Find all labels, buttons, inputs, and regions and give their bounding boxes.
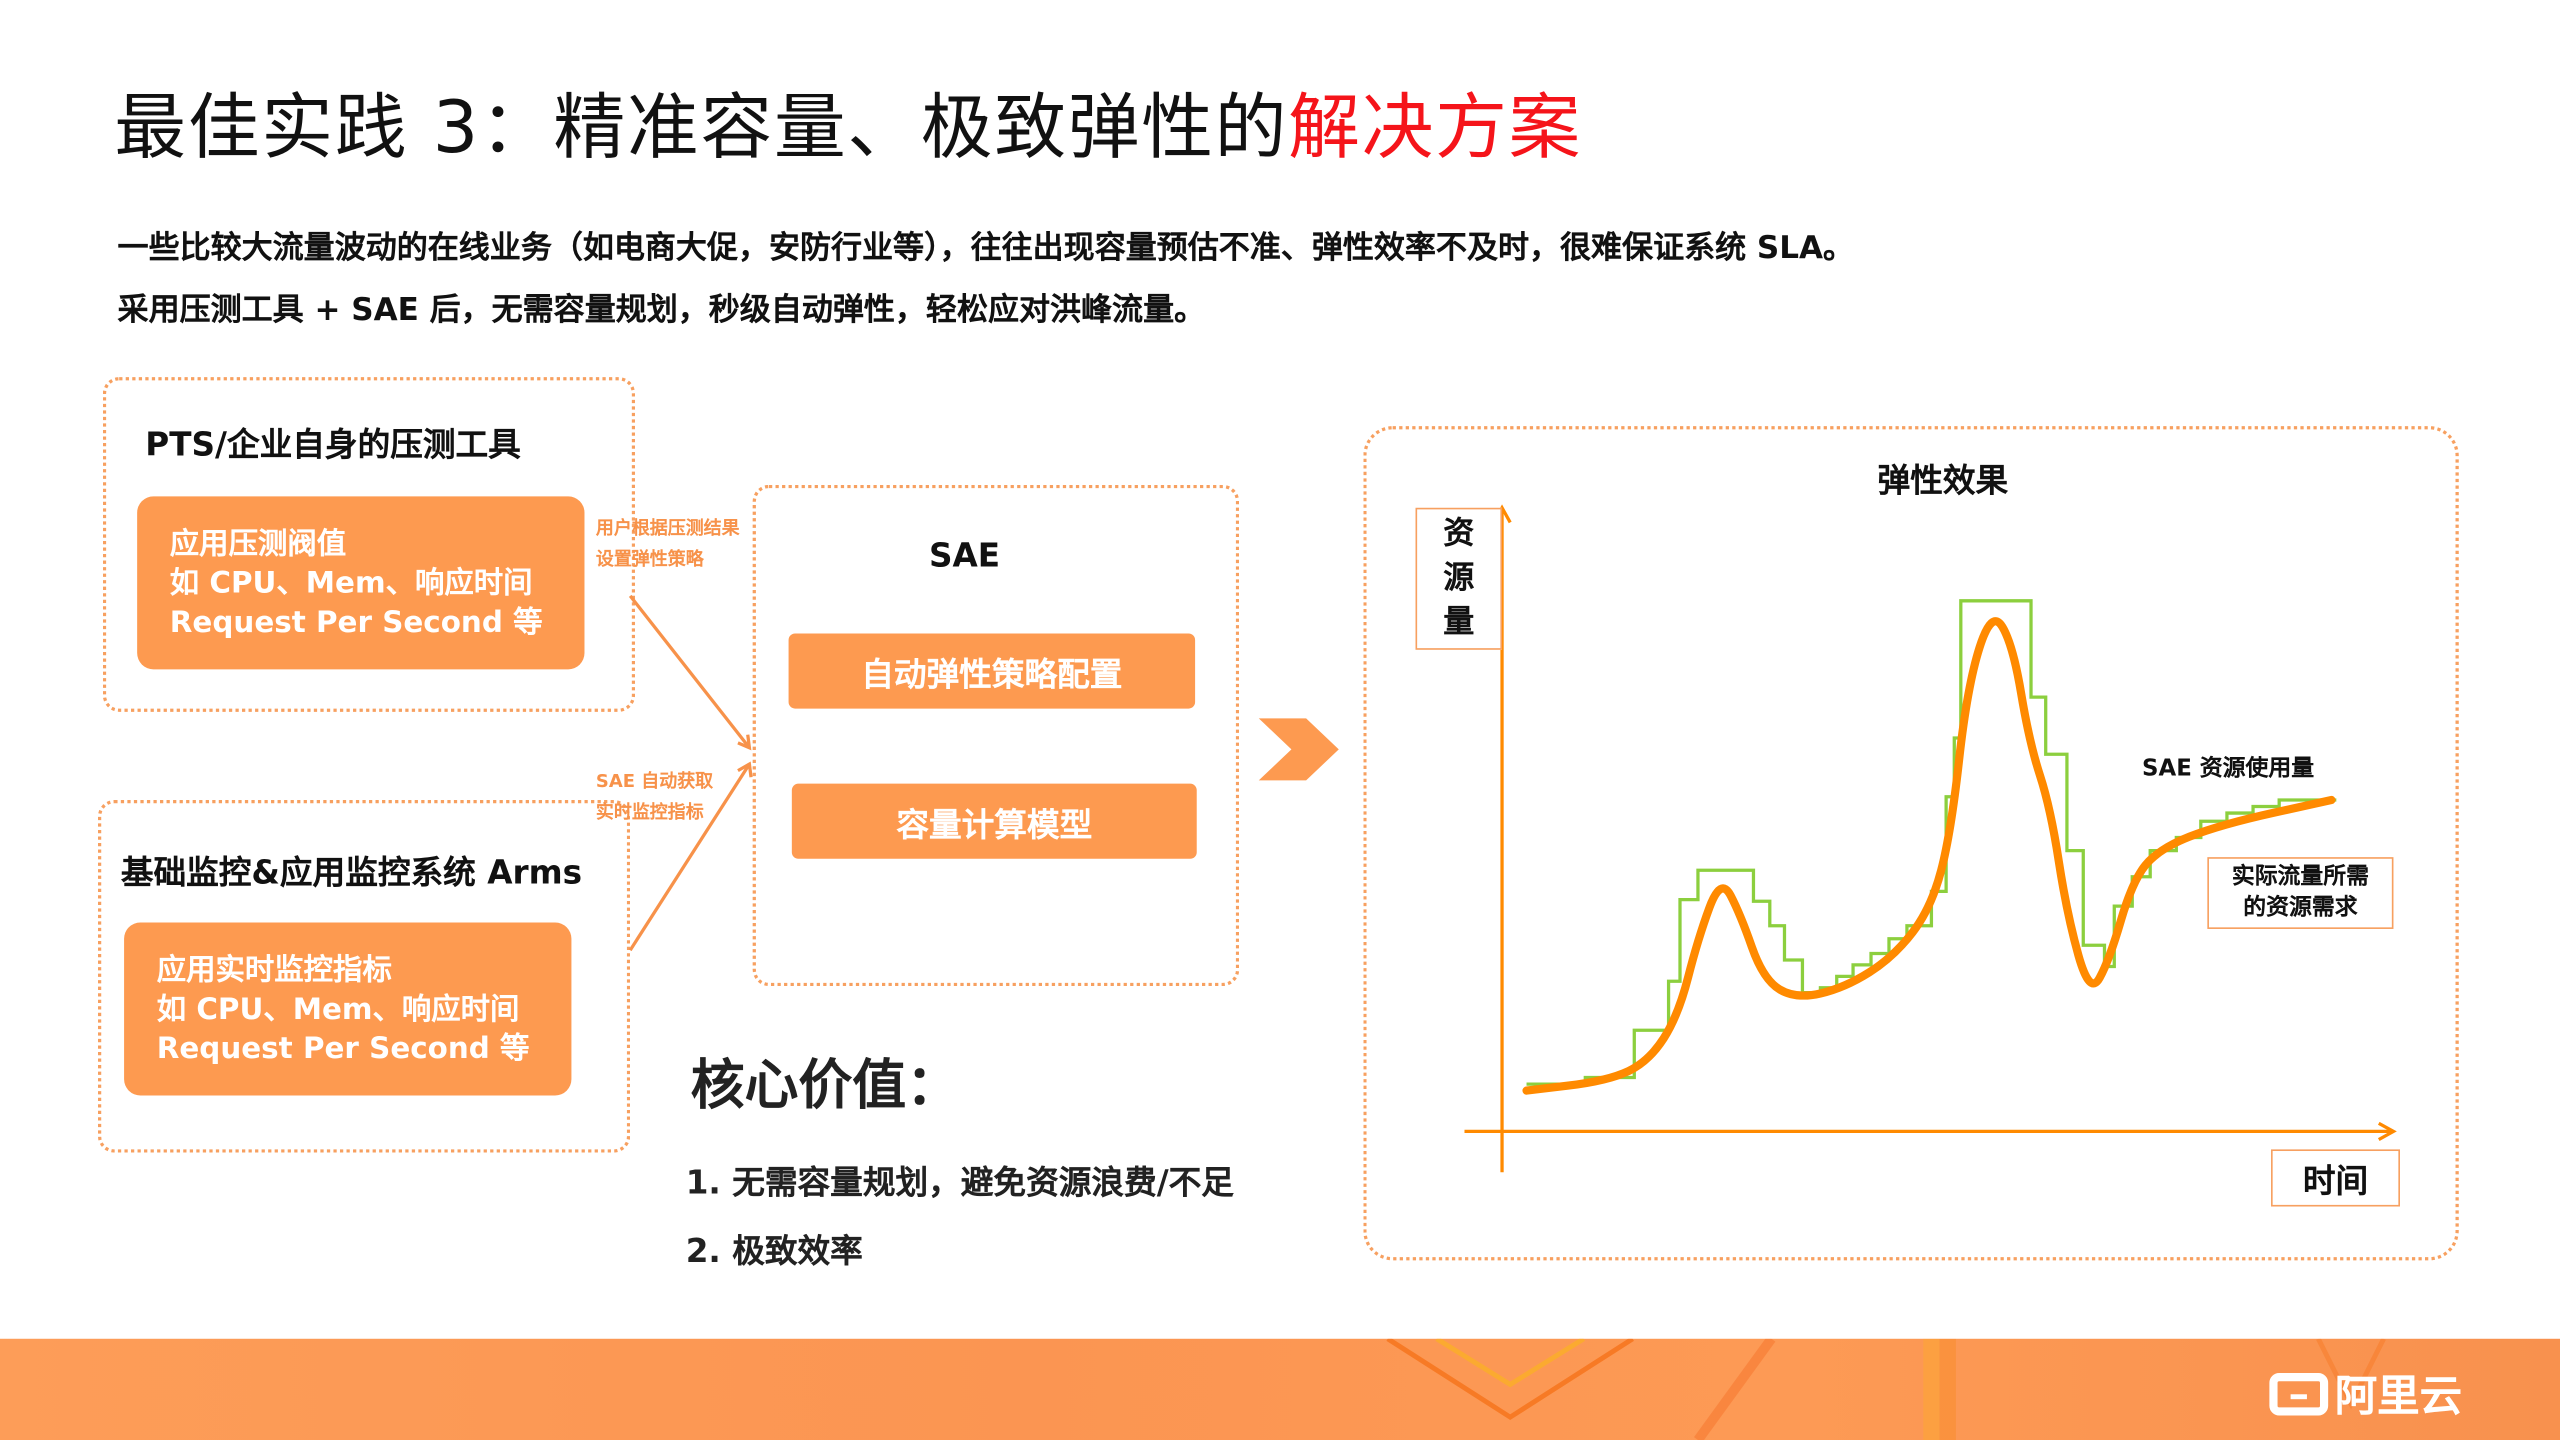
effect-title: 弹性效果 (1877, 460, 2009, 500)
card-line: 应用实时监控指标 (156, 953, 392, 988)
sae-panel (752, 484, 1240, 987)
x-axis-label: 时间 (2271, 1149, 2400, 1207)
title-highlight: 解决方案 (1288, 86, 1583, 170)
decor-stroke (1693, 1338, 1776, 1440)
arrow-label-bottom: SAE 自动获取 实时监控指标 (596, 766, 713, 828)
card-line: Request Per Second 等 (169, 605, 543, 640)
logo-text: 阿里云 (2334, 1373, 2463, 1423)
auto-scaling-policy-button[interactable]: 自动弹性策略配置 (788, 633, 1196, 709)
sae-title: SAE (928, 535, 1001, 575)
aliyun-logo: 阿里云 (2269, 1363, 2462, 1423)
sae-usage-step-line (1526, 599, 2337, 1086)
pts-panel (102, 377, 636, 712)
page-title: 最佳实践 3：精准容量、极致弹性的解决方案 (114, 69, 1582, 173)
pts-title: PTS/企业自身的压测工具 (145, 424, 521, 464)
core-value-item-1: 1. 无需容量规划，避免资源浪费/不足 (685, 1162, 1234, 1202)
decor-chevron (1386, 1338, 1634, 1421)
chevron-right-icon (1258, 718, 1339, 781)
label-line: 实际流量所需 (2231, 863, 2369, 890)
intro-line-2: 采用压测工具 + SAE 后，无需容量规划，秒级自动弹性，轻松应对洪峰流量。 (117, 292, 1206, 329)
y-label-char: 量 (1443, 604, 1475, 640)
core-value-title: 核心价值： (690, 1053, 960, 1117)
card-line: 如 CPU、Mem、响应时间 (156, 992, 520, 1027)
label-line: SAE 自动获取 (595, 770, 714, 792)
arrow-label-top: 用户根据压测结果 设置弹性策略 (596, 513, 740, 575)
footer-band: 阿里云 (0, 1338, 2560, 1440)
y-axis-label: 资 源 量 (1415, 507, 1503, 650)
y-label-char: 源 (1443, 559, 1475, 596)
label-line: 实时监控指标 (595, 801, 704, 823)
demand-curve (1522, 617, 2336, 1095)
aliyun-logo-icon (2269, 1372, 2329, 1415)
capacity-model-button[interactable]: 容量计算模型 (791, 783, 1197, 859)
monitor-title: 基础监控&应用监控系统 Arms (120, 852, 583, 892)
label-line: 用户根据压测结果 (595, 517, 740, 539)
title-main: 最佳实践 3：精准容量、极致弹性的 (114, 86, 1289, 170)
card-line: 应用压测阀值 (169, 527, 347, 562)
footer-decoration (1386, 1338, 2386, 1440)
effect-panel (1363, 426, 2459, 1261)
arrowhead-icon (737, 734, 752, 751)
arrowhead-icon (737, 761, 753, 778)
card-line: Request Per Second 等 (156, 1031, 530, 1067)
label-line: 设置弹性策略 (595, 548, 704, 570)
arrow-to-sae-top (628, 594, 751, 749)
sae-usage-label: SAE 资源使用量 (2142, 755, 2315, 783)
card-line: 如 CPU、Mem、响应时间 (169, 566, 533, 601)
pts-threshold-card: 应用压测阀值 如 CPU、Mem、响应时间 Request Per Second… (137, 496, 585, 670)
demand-label: 实际流量所需 的资源需求 (2207, 857, 2394, 929)
intro-line-1: 一些比较大流量波动的在线业务（如电商大促，安防行业等），往往出现容量预估不准、弹… (117, 230, 1855, 267)
monitor-metrics-card: 应用实时监控指标 如 CPU、Mem、响应时间 Request Per Seco… (124, 922, 572, 1096)
y-label-char: 资 (1443, 515, 1475, 552)
monitor-panel (97, 799, 631, 1153)
arrow-to-sae-bottom (628, 763, 751, 952)
label-line: 的资源需求 (2243, 894, 2358, 921)
x-axis-arrow-icon (2377, 1121, 2397, 1142)
core-value-item-2: 2. 极致效率 (685, 1231, 863, 1271)
decor-chevron (1435, 1338, 1585, 1388)
